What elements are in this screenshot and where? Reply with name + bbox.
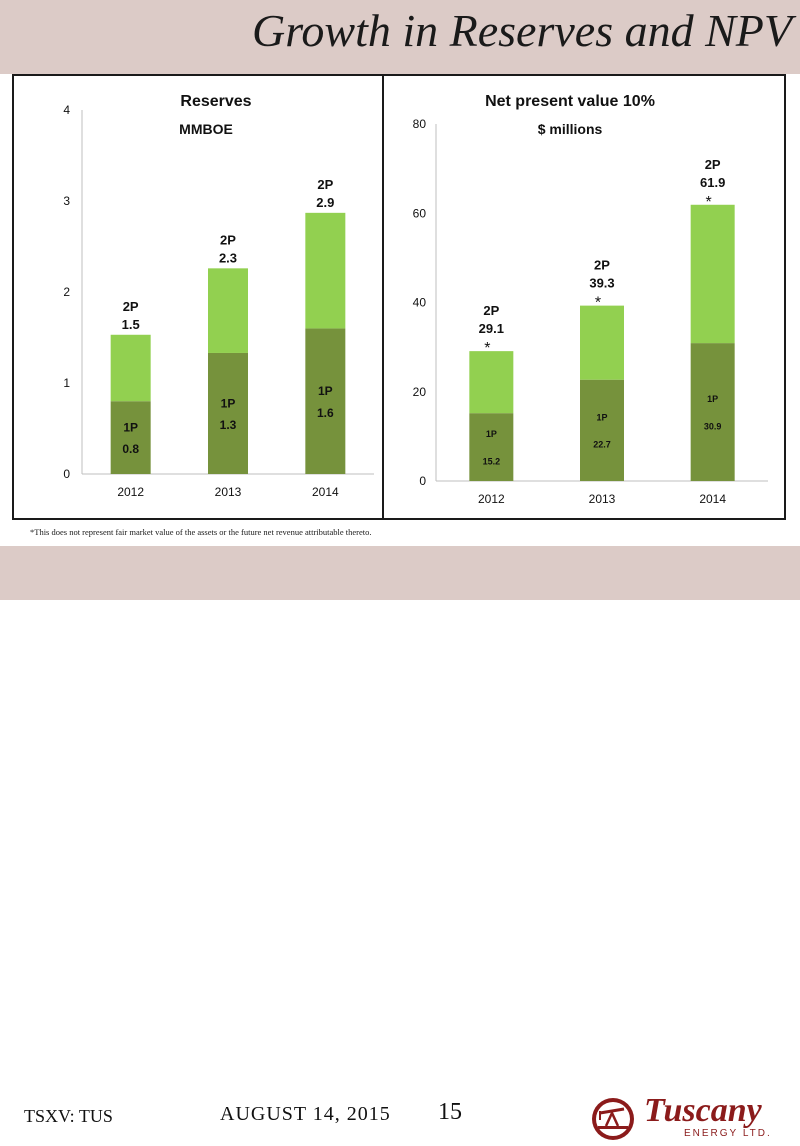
data-label-2p-code: 2P <box>594 258 610 273</box>
x-tick-label: 2012 <box>117 485 144 499</box>
x-tick-label: 2012 <box>478 492 505 506</box>
data-label-1p-value: 15.2 <box>483 456 501 466</box>
bar-1p-2014 <box>690 343 735 481</box>
data-label-1p-value: 1.6 <box>317 406 334 420</box>
chart-title: Net present value 10% <box>485 93 655 110</box>
logo-subtitle: ENERGY LTD. <box>684 1128 772 1139</box>
y-tick-label: 4 <box>63 103 70 117</box>
bar-1p-2012 <box>110 401 151 474</box>
footnote-asterisk: * <box>706 194 712 211</box>
bar-2p-2013 <box>208 268 248 353</box>
data-label-1p-code: 1P <box>221 396 236 410</box>
chart-title: Reserves <box>180 93 251 110</box>
y-tick-label: 40 <box>413 296 427 310</box>
data-label-1p-code: 1P <box>123 421 138 435</box>
footnote-asterisk: * <box>484 340 490 357</box>
data-label-2p-value: 1.5 <box>122 317 140 332</box>
presentation-date: AUGUST 14, 2015 <box>220 1103 391 1125</box>
chart-subtitle: $ millions <box>538 121 603 137</box>
logo-name: Tuscany <box>644 1092 762 1129</box>
data-label-1p-value: 1.3 <box>220 418 237 432</box>
company-logo: Tuscany ENERGY LTD. <box>580 1092 800 1146</box>
y-tick-label: 1 <box>63 376 70 390</box>
y-tick-label: 0 <box>419 474 426 488</box>
x-tick-label: 2014 <box>699 492 726 506</box>
y-tick-label: 3 <box>63 194 70 208</box>
ticker-symbol: TSXV: TUS <box>24 1106 113 1126</box>
data-label-1p-code: 1P <box>596 412 607 422</box>
data-label-1p-code: 1P <box>486 429 497 439</box>
data-label-1p-code: 1P <box>318 384 333 398</box>
data-label-2p-value: 2.3 <box>219 250 237 265</box>
bar-2p-2014 <box>305 212 346 329</box>
x-tick-label: 2014 <box>312 485 339 499</box>
npv-chart: Net present value 10% $ millions 0 20 40 60 80… <box>413 93 768 506</box>
data-label-2p-code: 2P <box>483 303 499 318</box>
data-label-2p-value: 29.1 <box>479 321 504 336</box>
footnote-asterisk: * <box>595 295 601 312</box>
bar-1p-2013 <box>580 379 624 481</box>
data-label-1p-value: 0.8 <box>122 442 139 456</box>
page-number: 15 <box>438 1099 462 1125</box>
footer-band: TSXV: TUS AUGUST 14, 2015 15 Tuscany ENE… <box>0 546 800 1146</box>
slide-title: Growth in Reserves and NPV <box>251 5 792 56</box>
x-tick-label: 2013 <box>589 492 616 506</box>
data-label-1p-value: 22.7 <box>593 440 611 450</box>
reserves-chart: Reserves MMBOE 0 1 2 3 4 2012 1P 0.8 2P 1.5 2013 1P 1.… <box>63 93 374 499</box>
data-label-2p-code: 2P <box>705 157 721 172</box>
x-tick-label: 2013 <box>215 485 242 499</box>
bar-2p-2012 <box>110 334 151 402</box>
npv-chart-panel: Net present value 10% $ millions 0 20 40 60 80… <box>382 74 786 520</box>
data-label-2p-code: 2P <box>220 232 236 247</box>
data-label-2p-value: 39.3 <box>589 276 614 291</box>
data-label-2p-value: 61.9 <box>700 175 725 190</box>
data-label-2p-value: 2.9 <box>316 195 334 210</box>
y-tick-label: 80 <box>413 117 427 131</box>
bar-1p-2012 <box>469 413 514 481</box>
footnote: *This does not represent fair market val… <box>30 527 372 537</box>
y-tick-label: 0 <box>63 467 70 481</box>
reserves-chart-panel: Reserves MMBOE 0 1 2 3 4 2012 1P 0.8 2P 1.5 2013 1P 1.… <box>12 74 384 520</box>
data-label-2p-code: 2P <box>317 177 333 192</box>
data-label-1p-code: 1P <box>707 394 718 404</box>
header-band: Growth in Reserves and NPV <box>0 0 800 74</box>
bar-2p-2014 <box>690 204 735 344</box>
y-tick-label: 20 <box>413 385 427 399</box>
bar-2p-2012 <box>469 351 514 414</box>
data-label-2p-code: 2P <box>123 299 139 314</box>
chart-subtitle: MMBOE <box>179 121 233 137</box>
y-tick-label: 60 <box>413 206 427 220</box>
data-label-1p-value: 30.9 <box>704 421 722 431</box>
bar-1p-2014 <box>305 328 346 474</box>
bar-1p-2013 <box>208 352 248 474</box>
bar-2p-2013 <box>580 305 624 380</box>
y-tick-label: 2 <box>63 285 70 299</box>
oil-pump-icon <box>592 1098 634 1140</box>
